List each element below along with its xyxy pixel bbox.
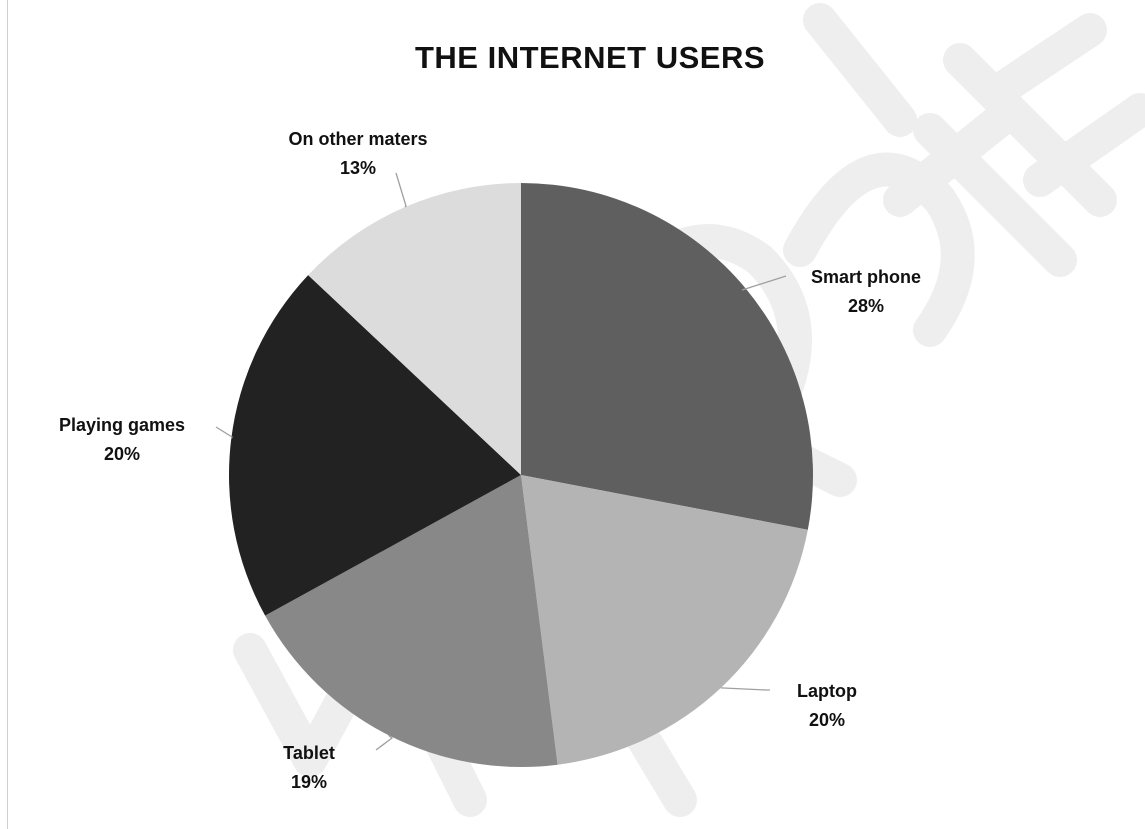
slice-label-name: On other maters xyxy=(288,129,427,149)
slice-label: Playing games 20% xyxy=(59,415,185,464)
leader-line xyxy=(375,734,394,751)
leader-lines xyxy=(215,172,787,751)
slice-label-name: Tablet xyxy=(283,743,335,763)
slice-label-name: Laptop xyxy=(797,681,857,701)
leader-line xyxy=(395,172,407,208)
slice-label-percent: 28% xyxy=(848,296,884,316)
slice-label-percent: 13% xyxy=(340,158,376,178)
slice-label: Smart phone 28% xyxy=(811,267,921,316)
pie-slice-laptop xyxy=(521,475,808,765)
left-border-line xyxy=(7,0,8,829)
pie-slices xyxy=(229,183,814,768)
slice-label-percent: 20% xyxy=(104,444,140,464)
pie-slice-smart-phone xyxy=(521,183,814,530)
slice-label: On other maters 13% xyxy=(288,129,427,178)
slice-labels: Smart phone 28% Laptop 20% Tablet 19% Playing … xyxy=(59,129,921,792)
slice-label-percent: 20% xyxy=(809,710,845,730)
slice-label: Laptop 20% xyxy=(797,681,857,730)
leader-line xyxy=(215,426,233,439)
slice-label-name: Playing games xyxy=(59,415,185,435)
slice-label: Tablet 19% xyxy=(283,743,335,792)
pie-slice-playing-games xyxy=(229,275,521,616)
slice-label-name: Smart phone xyxy=(811,267,921,287)
slice-label-percent: 19% xyxy=(291,772,327,792)
pie-slice-tablet xyxy=(265,475,558,768)
leader-line xyxy=(720,687,770,691)
chart-title: THE INTERNET USERS xyxy=(414,40,766,75)
pie-slice-on-other-maters xyxy=(308,183,521,475)
leader-line xyxy=(741,275,787,291)
